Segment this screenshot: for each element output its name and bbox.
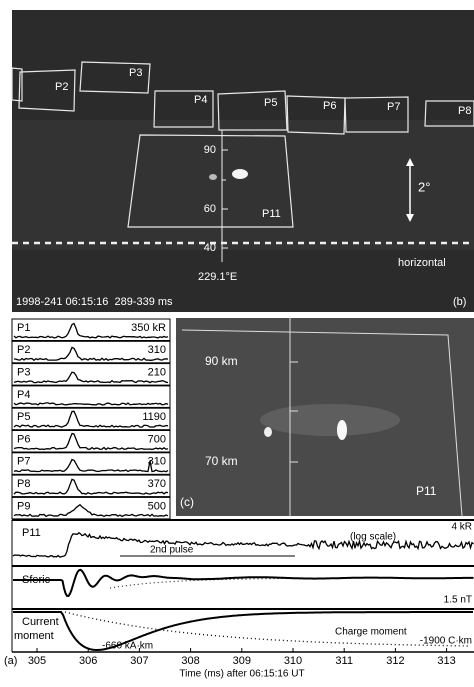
- trace: [13, 503, 169, 518]
- altitude-label: 70 km: [205, 454, 238, 468]
- peak-label: -660 kA·km: [102, 641, 153, 652]
- longitude-label: 229.1°E: [198, 271, 237, 283]
- row-frame: [11, 407, 171, 431]
- charge-label: Charge moment: [335, 627, 407, 638]
- caption: 1998-241 06:15:16 289-339 ms: [16, 296, 173, 308]
- row-frame: [11, 474, 171, 498]
- row-frame: [11, 496, 171, 520]
- row-name: P2: [17, 344, 30, 356]
- row-value: 700: [148, 433, 166, 445]
- box-label: P11: [416, 484, 437, 498]
- x-tick-label: 306: [79, 655, 97, 667]
- panel-label: (b): [453, 296, 466, 308]
- row-frame: [11, 452, 171, 475]
- trace: [13, 410, 169, 428]
- current-trace: [13, 611, 473, 652]
- trace-name: Current: [22, 616, 59, 628]
- row-frame: [11, 318, 171, 341]
- trace: [13, 322, 169, 339]
- row-value: 370: [148, 478, 166, 490]
- panel-label: (a): [4, 655, 17, 667]
- sferic-trace: [13, 568, 474, 598]
- panel-label: (c): [180, 495, 194, 509]
- arrow-head: [406, 158, 414, 166]
- x-tick-label: 305: [28, 655, 46, 667]
- angle-label: 2°: [418, 179, 430, 194]
- box-label: P5: [264, 97, 277, 109]
- scale-label: 4 kR: [451, 522, 472, 533]
- note: (log scale): [350, 532, 396, 543]
- charge-value: -1900 C·km: [420, 636, 472, 647]
- x-tick-label: 312: [386, 655, 404, 667]
- trace: [13, 346, 169, 362]
- sprite-core: [264, 427, 272, 437]
- altitude-ticks: [290, 361, 298, 463]
- trace: [13, 478, 169, 495]
- row-name: P3: [17, 367, 30, 379]
- row-frame: [11, 340, 171, 364]
- box-outline: [181, 329, 463, 517]
- trace-name: moment: [14, 630, 54, 642]
- row-value: 1190: [142, 411, 166, 423]
- row-value: 350 kR: [131, 322, 166, 334]
- row-name: P6: [17, 433, 30, 445]
- pulse-label: 2nd pulse: [150, 545, 194, 556]
- x-tick-label: 309: [233, 655, 251, 667]
- sprite-glow: [232, 169, 248, 179]
- sprite-core: [337, 420, 347, 440]
- trace: [13, 402, 169, 406]
- row-name: P5: [17, 411, 30, 423]
- x-tick-label: 310: [284, 655, 302, 667]
- traces: 305 306 307 308 309 310 311 312 313: [12, 531, 474, 667]
- box-outlines: [11, 61, 474, 228]
- row-frame: [11, 430, 171, 453]
- photometer-panel: P1 350 kR P2 310 P3 210 P4 P5 1190 P6 700 P7 310 P8 37…: [11, 318, 171, 520]
- box-label: P2: [55, 81, 68, 93]
- arrow-head: [406, 214, 414, 222]
- image-band: [12, 120, 474, 250]
- p11-trace: [12, 531, 474, 558]
- sprite-glow: [209, 174, 217, 180]
- row-name: P1: [17, 322, 30, 334]
- box-label: P3: [129, 67, 142, 79]
- axis-title: Time (ms) after 06:15:16 UT: [179, 669, 304, 680]
- altitude-label: 90 km: [205, 354, 238, 368]
- horizon-label: horizontal: [398, 257, 446, 269]
- altitude-ticks: [222, 149, 228, 249]
- altitude-label: 60: [204, 203, 216, 215]
- row-frame: [11, 363, 171, 386]
- scale-label: 1.5 nT: [444, 595, 472, 606]
- charge-dotted: [64, 611, 471, 647]
- trace: [13, 371, 169, 384]
- box-label: P11: [262, 208, 281, 220]
- row-value: 500: [148, 500, 166, 512]
- trace: [13, 432, 169, 451]
- panel-a-frame: [11, 519, 474, 653]
- box-label: P8: [458, 105, 471, 117]
- trace: [13, 458, 169, 473]
- row-name: P9: [17, 500, 30, 512]
- row-frame: [11, 385, 171, 408]
- box-label: P7: [387, 101, 400, 113]
- altitude-label: 40: [204, 242, 216, 254]
- trace-name: P11: [22, 527, 41, 539]
- x-tick-label: 313: [437, 655, 455, 667]
- x-tick-label: 307: [130, 655, 148, 667]
- row-name: P8: [17, 478, 30, 490]
- altitude-label: 90: [204, 144, 216, 156]
- x-tick-label: 308: [181, 655, 199, 667]
- glow: [260, 404, 400, 436]
- box-label: P6: [323, 100, 336, 112]
- row-value: 310: [148, 344, 166, 356]
- row-value: 210: [148, 367, 166, 379]
- row-name: P4: [17, 389, 30, 401]
- x-tick-label: 311: [335, 655, 353, 667]
- row-value: 310: [148, 456, 166, 468]
- box-label: P4: [194, 94, 207, 106]
- row-name: P7: [17, 456, 30, 468]
